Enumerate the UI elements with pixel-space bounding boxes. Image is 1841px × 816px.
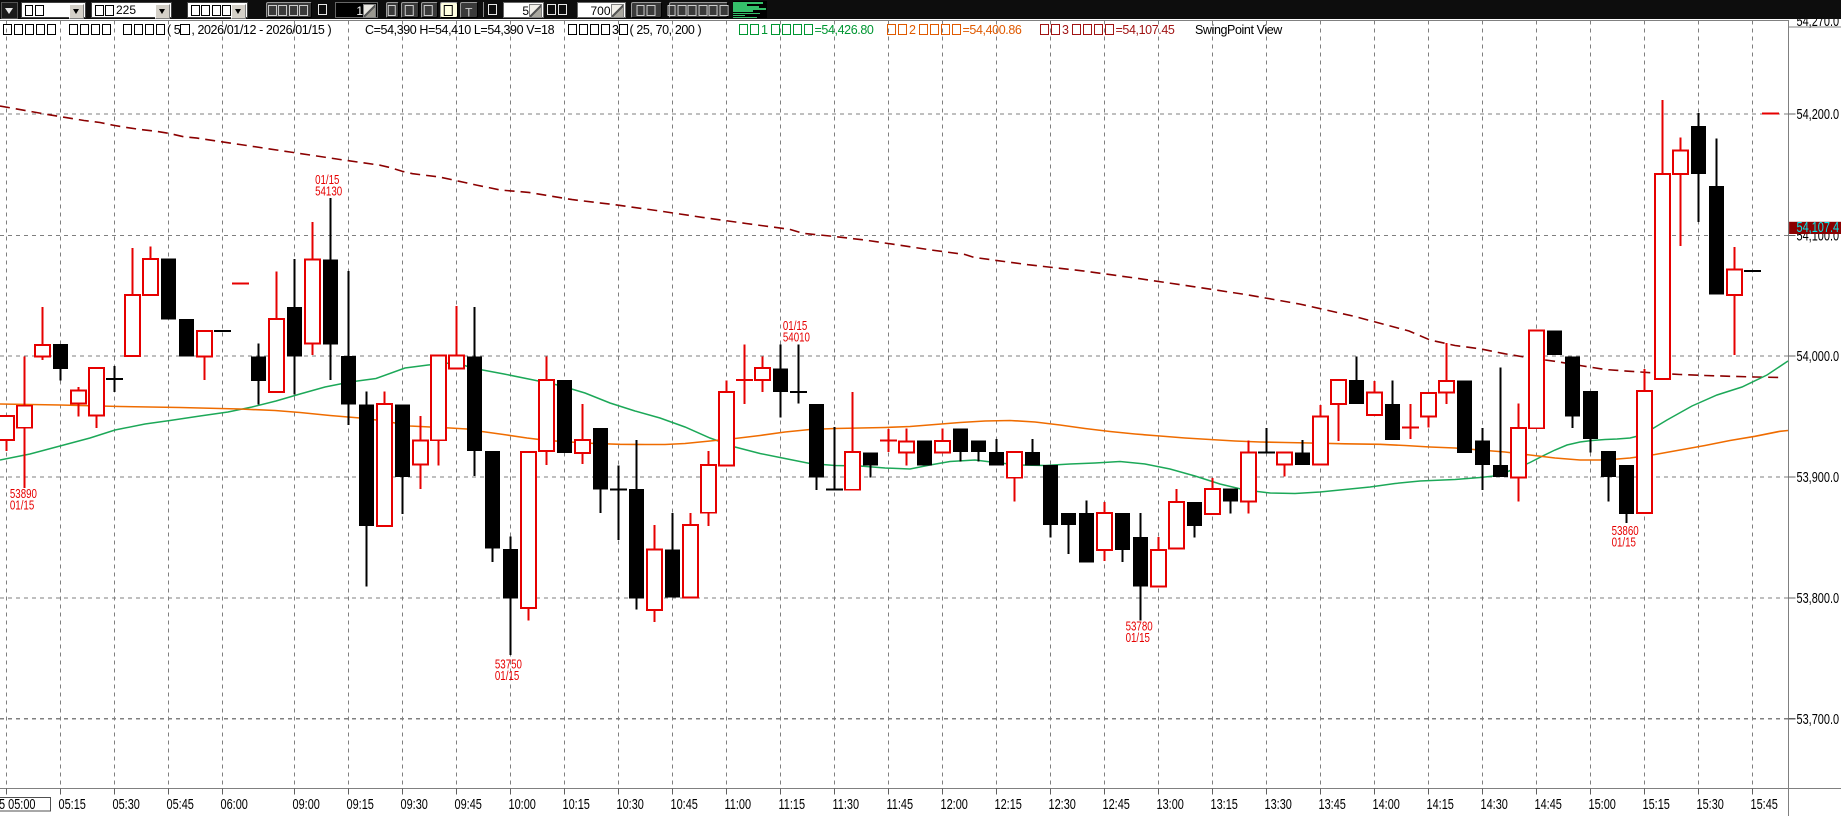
svg-text:13:45: 13:45 bbox=[1319, 795, 1346, 812]
svg-text:10:30: 10:30 bbox=[617, 795, 644, 812]
svg-text:12:45: 12:45 bbox=[1103, 795, 1130, 812]
svg-text:14:15: 14:15 bbox=[1427, 795, 1454, 812]
svg-text:05:15: 05:15 bbox=[59, 795, 86, 812]
svg-text:54,000.0: 54,000.0 bbox=[1797, 347, 1840, 364]
svg-text:05:45: 05:45 bbox=[167, 795, 194, 812]
svg-text:53780: 53780 bbox=[1126, 620, 1153, 633]
svg-text:06:00: 06:00 bbox=[221, 795, 248, 812]
svg-text:11:30: 11:30 bbox=[833, 795, 860, 812]
svg-text:53750: 53750 bbox=[495, 658, 522, 671]
svg-text:12:00: 12:00 bbox=[941, 795, 968, 812]
svg-text:13:30: 13:30 bbox=[1265, 795, 1292, 812]
svg-text:09:45: 09:45 bbox=[455, 795, 482, 812]
svg-text:5 05:00: 5 05:00 bbox=[0, 795, 36, 812]
svg-text:54,200.0: 54,200.0 bbox=[1797, 105, 1840, 122]
svg-text:10:45: 10:45 bbox=[671, 795, 698, 812]
svg-text:15:15: 15:15 bbox=[1643, 795, 1670, 812]
svg-text:53860: 53860 bbox=[1612, 525, 1639, 538]
svg-text:12:30: 12:30 bbox=[1049, 795, 1076, 812]
svg-text:11:15: 11:15 bbox=[779, 795, 806, 812]
svg-text:53,700.0: 53,700.0 bbox=[1797, 710, 1840, 727]
svg-text:13:00: 13:00 bbox=[1157, 795, 1184, 812]
svg-text:10:15: 10:15 bbox=[563, 795, 590, 812]
svg-text:11:00: 11:00 bbox=[725, 795, 752, 812]
svg-text:53,800.0: 53,800.0 bbox=[1797, 589, 1840, 606]
svg-text:54010: 54010 bbox=[783, 332, 810, 345]
svg-text:15:00: 15:00 bbox=[1589, 795, 1616, 812]
svg-text:15:30: 15:30 bbox=[1697, 795, 1724, 812]
svg-text:12:15: 12:15 bbox=[995, 795, 1022, 812]
svg-text:09:30: 09:30 bbox=[401, 795, 428, 812]
svg-text:11:45: 11:45 bbox=[887, 795, 914, 812]
svg-text:14:00: 14:00 bbox=[1373, 795, 1400, 812]
svg-text:01/15: 01/15 bbox=[1612, 537, 1636, 550]
svg-text:14:30: 14:30 bbox=[1481, 795, 1508, 812]
svg-text:14:45: 14:45 bbox=[1535, 795, 1562, 812]
svg-text:13:15: 13:15 bbox=[1211, 795, 1238, 812]
svg-text:01/15: 01/15 bbox=[315, 174, 339, 187]
svg-text:54,270.0: 54,270.0 bbox=[1797, 19, 1840, 30]
svg-text:10:00: 10:00 bbox=[509, 795, 536, 812]
svg-text:05:30: 05:30 bbox=[113, 795, 140, 812]
svg-text:53,900.0: 53,900.0 bbox=[1797, 468, 1840, 485]
svg-text:09:00: 09:00 bbox=[293, 795, 320, 812]
svg-text:54130: 54130 bbox=[315, 186, 342, 199]
svg-text:01/15: 01/15 bbox=[10, 500, 34, 513]
svg-text:01/15: 01/15 bbox=[783, 320, 807, 333]
svg-text:15:45: 15:45 bbox=[1751, 795, 1778, 812]
svg-text:53890: 53890 bbox=[10, 488, 37, 501]
svg-text:01/15: 01/15 bbox=[495, 670, 519, 683]
svg-text:01/15: 01/15 bbox=[1126, 632, 1150, 645]
svg-text:54,107.4: 54,107.4 bbox=[1797, 218, 1840, 235]
svg-text:09:15: 09:15 bbox=[347, 795, 374, 812]
